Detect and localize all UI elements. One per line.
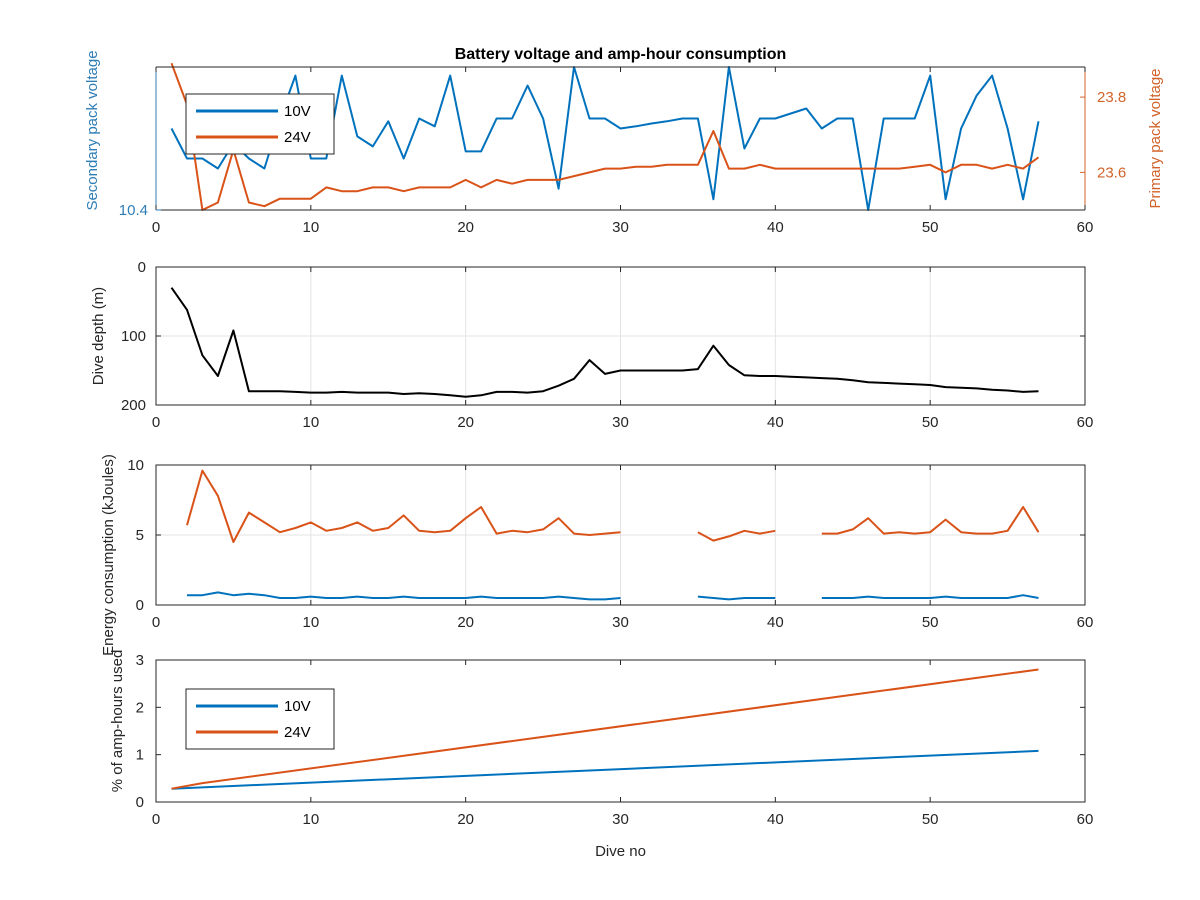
legend-box [185, 93, 335, 155]
energy-line-1-seg-1 [697, 595, 776, 601]
amphours-line-24V [171, 668, 1039, 790]
y-tick-label: 2 [136, 699, 144, 716]
x-tick-label: 20 [457, 614, 474, 631]
x-tick-label: 30 [612, 414, 629, 431]
x-tick-label: 0 [152, 811, 160, 828]
x-tick-label: 10 [302, 219, 319, 236]
energy-line-0-seg-0 [186, 469, 621, 543]
y-tick-label: 1 [136, 747, 144, 764]
y-right-label: Primary pack voltage [1147, 68, 1164, 208]
legend-box [185, 688, 335, 750]
y-tick-label: 0 [138, 259, 146, 276]
x-tick-label: 30 [612, 811, 629, 828]
y-axis-label: Energy consumption (kJoules) [100, 454, 117, 656]
depth-subplot: 0 10 20 30 40 50 60 0 100 200 Dive depth (m) [90, 259, 1093, 431]
x-tick-label: 40 [767, 614, 784, 631]
x-tick-label: 10 [302, 414, 319, 431]
y-tick-label: 200 [121, 397, 146, 414]
y-tick-label: 0 [136, 597, 144, 614]
x-tick-label: 50 [922, 811, 939, 828]
x-tick-label: 40 [767, 811, 784, 828]
energy-subplot: 0 10 20 30 40 50 60 0 5 10 Energy consumption (kJo… [100, 454, 1093, 656]
x-tick-label: 60 [1077, 219, 1094, 236]
y-tick-label: 0 [136, 794, 144, 811]
legend-entry: 10V [284, 698, 311, 715]
x-tick-label: 30 [612, 614, 629, 631]
x-tick-label: 60 [1077, 614, 1094, 631]
x-tick-label: 20 [457, 414, 474, 431]
y-tick-label: 100 [121, 328, 146, 345]
x-axis-label: Dive no [595, 843, 646, 860]
legend-entry: 10V [284, 103, 311, 120]
x-tick-label: 20 [457, 811, 474, 828]
x-tick-label: 10 [302, 614, 319, 631]
chart-title: Battery voltage and amp-hour consumption [455, 46, 787, 63]
x-tick-label: 0 [152, 614, 160, 631]
x-tick-label: 60 [1077, 811, 1094, 828]
energy-line-0-seg-2 [821, 506, 1040, 535]
x-tick-label: 20 [457, 219, 474, 236]
series-line-10V [170, 66, 1040, 211]
y-left-label: Secondary pack voltage [84, 50, 101, 210]
x-tick-label: 60 [1077, 414, 1094, 431]
voltage-subplot: 0 10 20 30 40 50 60 10.4 23.6 23.8 Secondary pack … [84, 46, 1164, 236]
y-axis-label: Dive depth (m) [90, 287, 107, 385]
y-tick-label: 5 [136, 527, 144, 544]
x-tick-label: 0 [152, 219, 160, 236]
energy-line-1-seg-0 [187, 591, 621, 601]
x-tick-label: 50 [922, 219, 939, 236]
x-tick-label: 0 [152, 414, 160, 431]
amphours-subplot: 0 10 20 30 40 50 60 0 1 2 3 % of amp-hours used Dive… [109, 650, 1093, 860]
legend-entry: 24V [284, 724, 311, 741]
y-right-tick-label: 23.8 [1097, 89, 1126, 106]
y-left-tick-label: 10.4 [119, 202, 148, 219]
legend-entry: 24V [284, 129, 311, 146]
x-tick-label: 40 [767, 414, 784, 431]
x-tick-label: 10 [302, 811, 319, 828]
y-right-tick-label: 23.6 [1097, 164, 1126, 181]
x-tick-label: 50 [922, 414, 939, 431]
x-tick-label: 40 [767, 219, 784, 236]
series-line-24V [170, 62, 1040, 211]
x-tick-label: 30 [612, 219, 629, 236]
y-axis-label: % of amp-hours used [109, 650, 126, 793]
amphours-line-10V [171, 749, 1039, 790]
energy-line-1-seg-2 [821, 594, 1039, 599]
x-tick-label: 50 [922, 614, 939, 631]
y-tick-label: 10 [127, 457, 144, 474]
energy-line-0-seg-1 [697, 529, 776, 542]
depth-line [170, 287, 1039, 398]
y-tick-label: 3 [136, 652, 144, 669]
